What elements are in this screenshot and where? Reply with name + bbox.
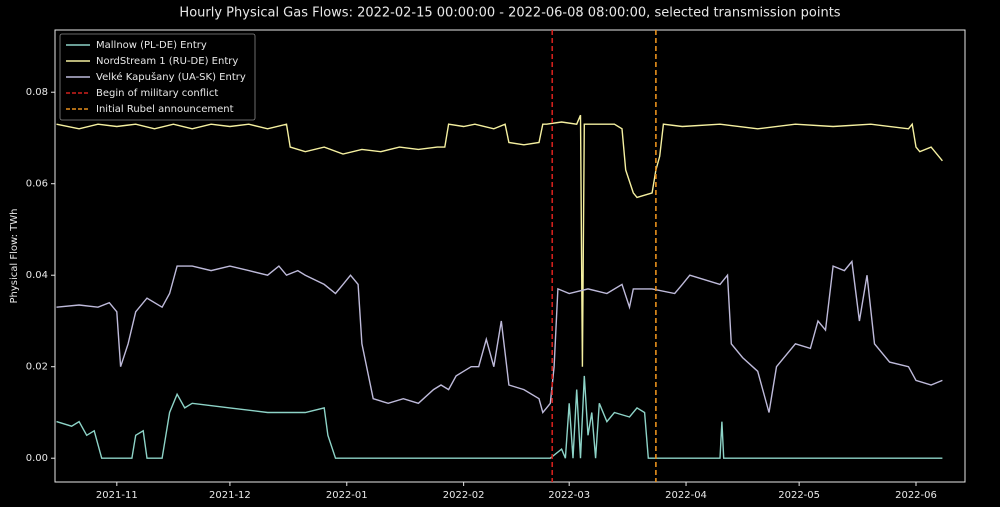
y-tick-label: 0.04	[26, 270, 48, 281]
legend: Mallnow (PL-DE) Entry NordStream 1 (RU-DE…	[59, 33, 256, 121]
chart-title: Hourly Physical Gas Flows: 2022-02-15 00…	[179, 6, 840, 21]
legend-box	[59, 33, 256, 121]
x-tick-label: 2022-04	[665, 490, 707, 501]
legend-label: Begin of military conflict	[96, 88, 218, 99]
y-tick-label: 0.00	[26, 453, 48, 464]
series-line	[56, 259, 943, 414]
x-tick-label: 2021-11	[96, 490, 138, 501]
legend-label: Initial Rubel announcement	[96, 104, 234, 115]
x-tick-label: 2022-03	[548, 490, 590, 501]
x-tick-label: 2022-01	[326, 490, 368, 501]
legend-label: NordStream 1 (RU-DE) Entry	[96, 56, 238, 67]
x-tick-label: 2022-02	[443, 490, 485, 501]
series-line	[56, 114, 943, 367]
legend-label: Mallnow (PL-DE) Entry	[96, 40, 207, 51]
plot-frame	[54, 29, 966, 483]
x-tick-label: 2021-12	[209, 490, 251, 501]
x-tick-label: 2022-06	[895, 490, 937, 501]
x-tick-label: 2022-05	[778, 490, 820, 501]
y-tick-label: 0.06	[26, 179, 48, 190]
y-tick-label: 0.02	[26, 362, 48, 373]
y-tick-label: 0.08	[26, 87, 48, 98]
series-line	[56, 375, 943, 459]
y-axis-label: Physical Flow: TWh	[9, 208, 20, 303]
legend-label: Velké Kapušany (UA-SK) Entry	[96, 71, 246, 83]
